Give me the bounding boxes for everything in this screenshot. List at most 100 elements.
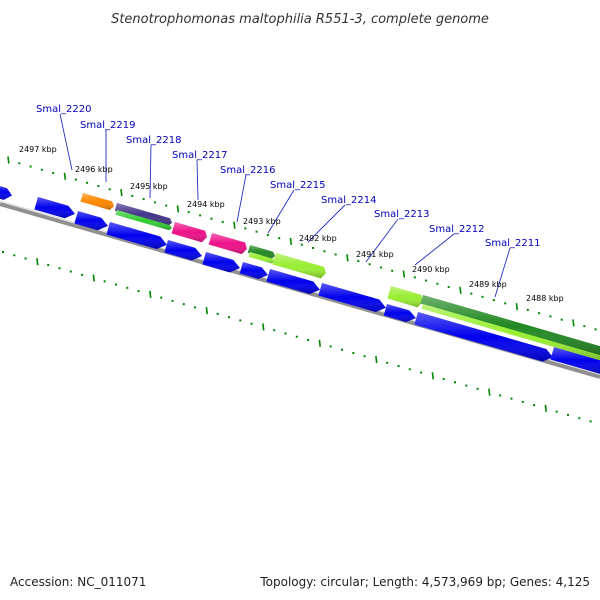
tick-mark-minor [567, 413, 569, 416]
tick-mark-minor [13, 254, 16, 257]
gene-label[interactable]: Smal_2213 [374, 209, 429, 220]
tick-mark-major [572, 319, 575, 327]
tick-mark-minor [103, 280, 106, 283]
tick-mark-minor [465, 384, 468, 387]
tick-mark-minor [420, 371, 423, 374]
tick-mark-major [149, 290, 152, 298]
tick-mark-minor [549, 315, 552, 318]
gene-label[interactable]: Smal_2219 [80, 120, 135, 131]
gene-label[interactable]: Smal_2218 [126, 135, 181, 146]
tick-mark-minor [69, 270, 72, 273]
tick-mark-major [544, 404, 547, 412]
cds-arrow-shading [34, 197, 75, 219]
tick-mark-minor [594, 328, 597, 331]
cds-arrow-shading [0, 186, 12, 200]
tick-mark-minor [58, 267, 61, 270]
gene-label[interactable]: Smal_2215 [270, 180, 325, 191]
gene-label[interactable]: Smal_2217 [172, 150, 227, 161]
tick-mark-minor [578, 417, 581, 420]
tick-mark-minor [221, 220, 224, 223]
tick-mark-minor [108, 188, 111, 191]
tick-mark-minor [137, 290, 140, 293]
tick-label: 2495 kbp [130, 182, 168, 191]
tick-mark-major [375, 355, 378, 364]
tick-label: 2497 kbp [19, 145, 57, 154]
orthology-block-shading [272, 253, 326, 279]
gene-label[interactable]: Smal_2220 [36, 104, 91, 115]
accession-text: Accession: NC_011071 [10, 575, 146, 589]
tick-mark-minor [470, 292, 473, 295]
tick-mark-minor [560, 318, 563, 321]
cds-arrow-shading [239, 262, 268, 279]
tick-mark-major [488, 388, 491, 396]
label-leader-line [365, 218, 399, 263]
tick-mark-minor [312, 246, 315, 249]
tick-mark-minor [210, 217, 213, 220]
tick-mark-minor [368, 263, 371, 266]
tick-mark-major [63, 172, 67, 180]
tick-mark-minor [379, 266, 382, 269]
label-leader-line [414, 233, 455, 266]
tick-mark-minor [126, 286, 129, 289]
tick-mark-minor [533, 404, 536, 407]
tick-mark-minor [341, 348, 343, 351]
gene-label[interactable]: Smal_2216 [220, 165, 275, 176]
orthology-block-shading [420, 295, 600, 356]
tick-mark-major [346, 254, 349, 262]
cds-arrow-shading [164, 240, 202, 261]
tick-mark-minor [357, 260, 360, 263]
orthology-block-shading [248, 252, 275, 264]
tick-mark-minor [436, 282, 439, 285]
tick-mark-minor [273, 329, 276, 332]
tick-mark-major [459, 286, 462, 294]
tick-mark-minor [425, 279, 428, 282]
map-title: Stenotrophomonas maltophilia R551-3, com… [111, 12, 489, 27]
tick-mark-minor [386, 361, 389, 364]
tick-mark-minor [187, 211, 190, 214]
cds-arrow-shading [74, 211, 108, 231]
orthology-block-shading [387, 286, 423, 308]
tick-mark-minor [352, 352, 355, 355]
tick-mark-minor [397, 365, 400, 368]
tick-mark-minor [74, 178, 77, 181]
tick-mark-minor [510, 397, 513, 400]
cds-arrow-shading [318, 283, 386, 312]
orthology-block-shading [115, 210, 172, 231]
tick-mark-minor [329, 345, 332, 348]
tick-mark-minor [142, 198, 145, 201]
tick-mark-minor [250, 322, 253, 325]
label-leader-line [494, 247, 511, 298]
tick-mark-minor [442, 378, 445, 381]
label-leader-line [236, 174, 247, 223]
tick-mark-major [289, 237, 293, 246]
tick-mark-minor [526, 308, 529, 311]
outer-tick-ring [7, 156, 597, 331]
tick-mark-minor [160, 296, 163, 299]
cds-arrow-shading [266, 269, 320, 294]
tick-mark-major [205, 307, 208, 315]
topology-summary: Topology: circular; Length: 4,573,969 bp… [259, 575, 590, 589]
feature-track [0, 186, 600, 374]
tick-mark-minor [481, 295, 484, 298]
tick-mark-minor [81, 273, 84, 276]
tick-mark-minor [97, 185, 100, 188]
tick-mark-minor [182, 303, 185, 306]
tick-mark-minor [244, 227, 247, 230]
gene-label[interactable]: Smal_2214 [321, 195, 376, 206]
gene-label[interactable]: Smal_2212 [429, 224, 484, 235]
tick-mark-minor [583, 325, 586, 328]
tick-mark-minor [131, 194, 134, 197]
tick-mark-major [431, 372, 434, 380]
tick-label: 2488 kbp [526, 294, 564, 303]
label-layer: 2497 kbp 2496 kbp 2495 kbp 2494 kbp 2493… [19, 104, 564, 303]
label-leader-line [59, 113, 73, 171]
tick-mark-major [36, 258, 39, 266]
gene-label[interactable]: Smal_2211 [485, 238, 540, 249]
tick-mark-major [515, 303, 519, 311]
tick-mark-minor [284, 332, 287, 335]
cds-arrow-shading [106, 222, 167, 249]
cds-arrow-shading [202, 252, 240, 273]
tick-mark-minor [300, 243, 303, 246]
orthology-block-shading [421, 304, 600, 361]
